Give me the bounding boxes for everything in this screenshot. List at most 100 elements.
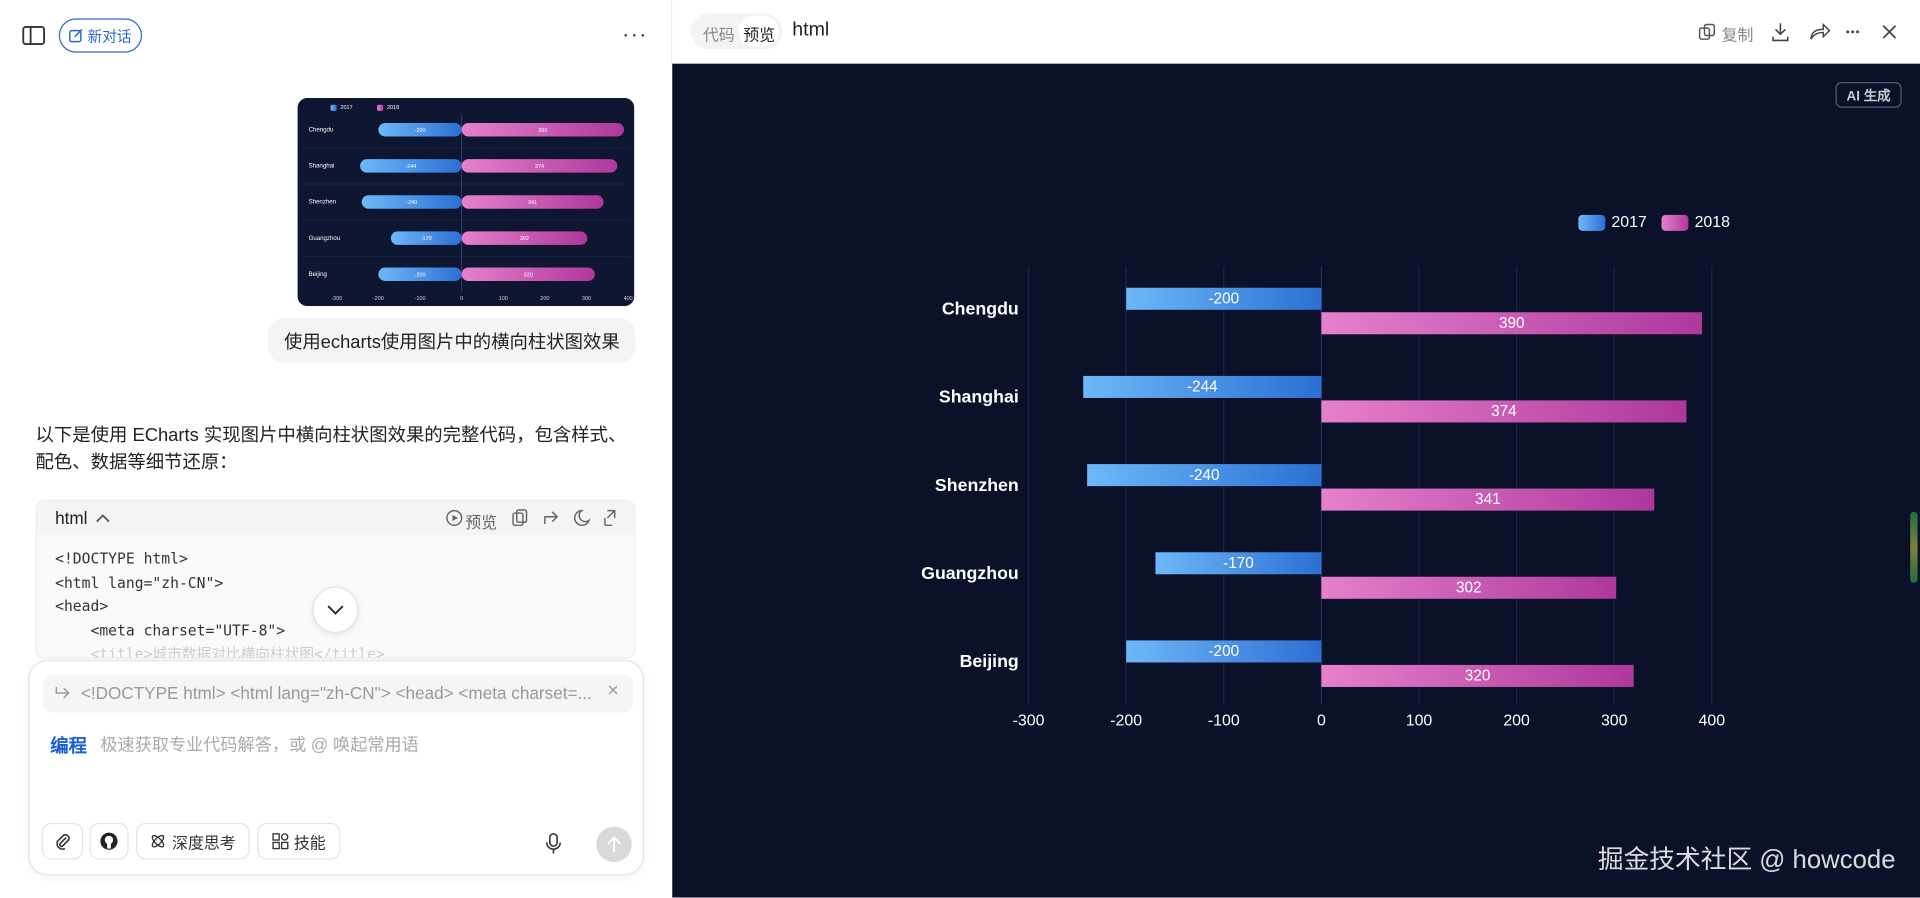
bar (461, 231, 588, 245)
bar-value-label: -200 (1208, 643, 1239, 660)
code-line: <title>城市数据对比横向柱状图</title> (55, 645, 385, 659)
input-placeholder[interactable]: 极速获取专业代码解答，或 @ 唤起常用语 (100, 734, 419, 755)
github-button[interactable] (89, 822, 129, 860)
bar-value-label: 320 (1465, 668, 1491, 685)
copy-button[interactable]: 复制 (1721, 25, 1754, 45)
sidebar-toggle[interactable] (22, 24, 46, 46)
bar-value-label: -170 (1223, 555, 1254, 572)
view-tabs: 代码 预览 (690, 13, 783, 49)
bar (378, 267, 462, 282)
bar (1155, 552, 1322, 575)
composer: <!DOCTYPE html> <html lang="zh-CN"> <hea… (28, 660, 645, 876)
think-icon (152, 834, 165, 848)
code-body: <!DOCTYPE html> <html lang="zh-CN"> <head>… (37, 535, 635, 659)
x-tick-label: -300 (331, 296, 342, 302)
code-line: <html lang="zh-CN"> (55, 573, 224, 591)
x-tick-label: 200 (1503, 712, 1530, 729)
legend-swatch (1661, 214, 1689, 231)
skills-button[interactable]: 技能 (257, 822, 341, 860)
y-tick-label: Chengdu (309, 126, 334, 133)
x-tick-label: 0 (460, 296, 463, 302)
y-tick-label: Guangzhou (921, 563, 1019, 583)
code-language: html (55, 508, 88, 528)
deep-think-button[interactable]: 深度思考 (135, 822, 250, 860)
mic-button[interactable] (545, 833, 562, 855)
y-tick-label: Shenzhen (935, 475, 1019, 495)
code-tools (512, 509, 616, 527)
legend-label: 2017 (340, 105, 352, 111)
bar (1321, 400, 1687, 423)
bar-value-label: -240 (406, 200, 417, 206)
code-tab[interactable]: 代码 (702, 25, 735, 45)
chevron-icon (327, 605, 344, 615)
legend-swatch (377, 104, 384, 111)
reply-intro: 以下是使用 ECharts 实现图片中横向柱状图效果的完整代码，包含样式、配色、… (35, 424, 627, 473)
chart: -300 -200 -100 0 100 200 300 400 Chengdu -200 390 S… (921, 214, 1730, 729)
code-header: html 预览 (36, 500, 635, 536)
attached-image[interactable]: -300 -200 -100 0 100 200 300 400 Chengdu -200 390 S… (297, 97, 635, 307)
mode-label[interactable]: 编程 (50, 735, 87, 757)
bar (378, 123, 462, 137)
bar-value-label: 302 (1456, 579, 1482, 596)
bar (390, 231, 462, 245)
send-icon (607, 836, 621, 853)
bar (1321, 488, 1655, 511)
bar-value-label: 390 (1499, 315, 1525, 332)
bar-value-label: 374 (535, 164, 544, 170)
bar (361, 195, 462, 209)
bar-value-label: 341 (528, 200, 537, 206)
x-tick-label: 0 (1317, 712, 1326, 729)
bar (360, 159, 462, 173)
bar (1126, 287, 1322, 310)
bar (461, 267, 595, 282)
x-tick-label: 100 (1406, 712, 1433, 729)
bar-value-label: -200 (414, 272, 425, 278)
copy-icon[interactable] (1698, 23, 1716, 40)
watermark: 掘金技术社区 @ howcode (1597, 846, 1896, 875)
scroll-down-button[interactable] (312, 586, 359, 634)
quote-close[interactable]: × (607, 680, 619, 702)
x-tick-label: -300 (1013, 712, 1045, 729)
code-block: html 预览 <!DOCTYPE html> <html lang="zh-CN… (35, 499, 636, 659)
legend-swatch (1578, 214, 1606, 231)
y-tick-label: Shenzhen (309, 199, 337, 206)
side-handle[interactable] (1910, 511, 1918, 583)
y-tick-label: Chengdu (942, 298, 1019, 318)
y-tick-label: Beijing (960, 651, 1019, 671)
bar-value-label: 320 (524, 272, 533, 278)
x-tick-label: 300 (582, 296, 591, 302)
collapse-icon[interactable] (96, 512, 111, 524)
x-tick-label: 400 (1699, 712, 1726, 729)
x-tick-label: -100 (1208, 712, 1240, 729)
x-tick-label: -200 (1110, 712, 1142, 729)
preview-header: 代码 预览 html 复制 (671, 0, 1920, 64)
attach-icon (56, 833, 70, 850)
bar-value-label: -200 (1208, 290, 1239, 307)
more-menu[interactable]: ··· (622, 22, 648, 47)
preview-button[interactable]: 预览 (465, 513, 498, 532)
legend-swatch (330, 104, 337, 111)
preview-area: -300 -200 -100 0 100 200 300 400 Chengdu -200 390 S… (672, 63, 1920, 898)
bar (1321, 664, 1634, 687)
x-tick-label: -200 (373, 296, 384, 302)
deep-think-label: 深度思考 (172, 833, 236, 852)
legend-label: 2017 (1611, 214, 1647, 231)
bar-value-label: 374 (1491, 403, 1517, 420)
quote-text: <!DOCTYPE html> <html lang="zh-CN"> <hea… (80, 683, 592, 703)
legend-label: 2018 (387, 105, 399, 111)
code-line: <head> (55, 597, 109, 615)
new-chat-button[interactable]: 新对话 (58, 18, 143, 53)
quote-bar: <!DOCTYPE html> <html lang="zh-CN"> <hea… (42, 674, 634, 713)
attach-button[interactable] (41, 822, 84, 860)
x-tick-label: 300 (1601, 712, 1628, 729)
preview-tab[interactable]: 预览 (743, 25, 776, 45)
chat-panel: 新对话 ··· -300 -200 -100 0 100 200 300 400 Chengdu… (0, 0, 672, 898)
header-tools (1772, 22, 1897, 42)
preview-icon[interactable] (446, 509, 463, 527)
code-line: <!DOCTYPE html> (55, 549, 188, 567)
bar (461, 123, 625, 137)
send-button[interactable] (596, 826, 632, 863)
ai-badge: AI 生成 (1835, 82, 1902, 108)
